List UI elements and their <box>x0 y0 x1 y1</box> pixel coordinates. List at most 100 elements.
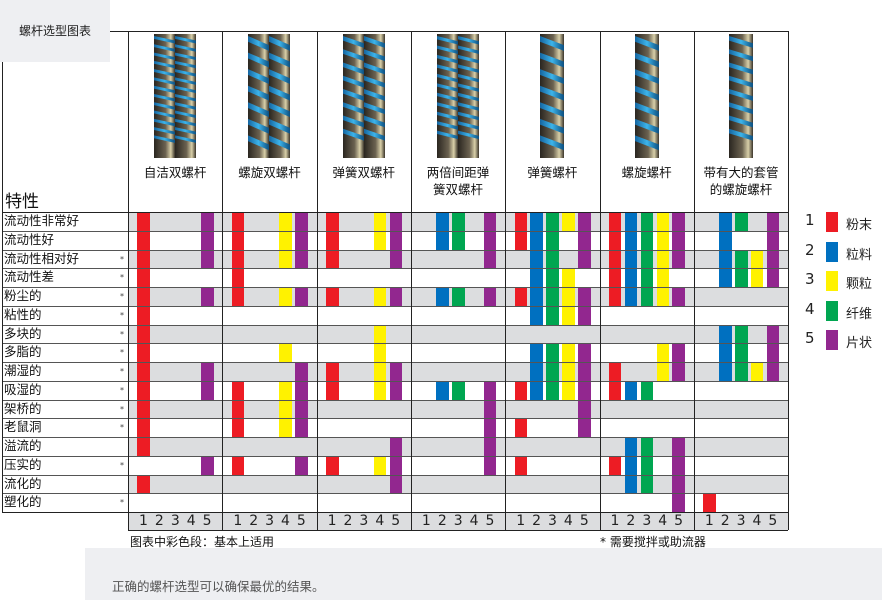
bar-cell <box>514 455 528 475</box>
bar-cell <box>578 418 591 438</box>
legend-item: 2 粒料 <box>800 241 882 265</box>
column-divider <box>505 31 507 530</box>
bar-cell <box>514 287 528 307</box>
legend-swatch <box>826 271 838 291</box>
bar-cell <box>231 399 245 419</box>
bar-cell <box>483 437 497 457</box>
bar-cell <box>656 268 670 288</box>
sub-column-number: 2 <box>532 513 542 529</box>
asterisk-marker: * <box>120 310 124 320</box>
bar-cell <box>624 287 638 307</box>
bar-cell <box>608 268 622 288</box>
bar-cell <box>514 380 528 400</box>
sub-column-number: 4 <box>752 513 762 529</box>
bar-cell <box>530 212 544 232</box>
note-asterisk: * 需要搅拌或助流器 <box>600 535 706 549</box>
sub-column-number: 5 <box>485 513 495 529</box>
bar-cell <box>750 362 764 382</box>
bar-cell <box>137 418 150 438</box>
sub-column-number: 3 <box>642 513 652 529</box>
asterisk-marker: * <box>120 254 124 264</box>
bar-cell <box>200 455 214 475</box>
bar-cell <box>389 287 403 307</box>
bar-cell <box>325 455 339 475</box>
bar-cell <box>530 268 544 288</box>
screw-image-icon <box>342 34 385 158</box>
table-left-border <box>2 62 3 512</box>
row-header: 特性 <box>5 192 39 212</box>
column-name: 弹簧螺杆 <box>527 165 578 180</box>
bar-cell <box>562 380 575 400</box>
column-divider <box>128 31 129 530</box>
row-divider <box>2 249 789 251</box>
bar-cell <box>231 268 245 288</box>
bar-cell <box>231 380 245 400</box>
bar-cell <box>656 362 670 382</box>
legend-swatch <box>826 212 838 232</box>
bar-cell <box>436 287 449 307</box>
bar-cell <box>766 343 780 363</box>
bar-cell <box>608 287 622 307</box>
screw-image-icon <box>248 34 291 158</box>
column-divider <box>316 31 318 530</box>
bar-cell <box>295 287 308 307</box>
bar-cell <box>672 212 686 232</box>
row-divider <box>2 437 789 438</box>
bar-cell <box>137 212 150 232</box>
sub-column-number: 4 <box>658 513 668 529</box>
bar-cell <box>200 249 214 269</box>
bar-cell <box>656 343 670 363</box>
bar-cell <box>578 362 591 382</box>
sub-column-number: 4 <box>186 513 196 529</box>
bar-cell <box>279 418 292 438</box>
sub-column-number: 2 <box>154 513 164 529</box>
row-divider <box>2 362 789 363</box>
bar-cell <box>483 380 497 400</box>
legend-label: 纤维 <box>846 306 873 322</box>
bar-cell <box>672 493 686 513</box>
table-bottom-border <box>128 530 789 531</box>
sub-column-number: 4 <box>281 513 290 529</box>
sub-column-number: 2 <box>437 513 447 529</box>
bar-cell <box>279 380 292 400</box>
bar-cell <box>608 455 622 475</box>
bar-cell <box>719 268 732 288</box>
bar-cell <box>279 230 292 250</box>
bar-cell <box>734 324 748 344</box>
bar-cell <box>483 212 497 232</box>
bar-cell <box>562 212 575 232</box>
bar-cell <box>766 212 780 232</box>
bar-cell <box>483 455 497 475</box>
bar-cell <box>578 305 591 325</box>
column-divider <box>222 31 224 530</box>
legend-number: 3 <box>805 270 815 288</box>
sub-column-number: 3 <box>453 513 463 529</box>
bar-cell <box>231 230 245 250</box>
bar-cell <box>546 287 559 307</box>
bar-cell <box>389 474 403 494</box>
column-name: 螺旋螺杆 <box>621 165 672 180</box>
bar-cell <box>137 437 150 457</box>
screw-image-icon <box>634 34 659 158</box>
bar-cell <box>672 455 686 475</box>
bar-cell <box>766 249 780 269</box>
row-divider <box>2 399 789 401</box>
sub-column-number: 4 <box>375 513 385 529</box>
bar-cell <box>200 212 214 232</box>
bar-cell <box>452 212 465 232</box>
bar-cell <box>578 287 591 307</box>
bar-cell <box>200 230 214 250</box>
sub-column-number: 1 <box>327 513 337 529</box>
sub-column-number: 2 <box>343 513 353 529</box>
bar-cell <box>200 287 214 307</box>
row-label: 溢流的 <box>4 438 42 453</box>
sub-column-number: 2 <box>626 513 636 529</box>
bar-cell <box>295 380 308 400</box>
bar-cell <box>750 268 764 288</box>
bar-cell <box>562 287 575 307</box>
legend-label: 粉末 <box>846 218 873 233</box>
bar-cell <box>562 305 575 325</box>
row-label: 流动性好 <box>4 231 55 247</box>
bar-cell <box>325 230 339 250</box>
bar-cell <box>672 343 686 363</box>
